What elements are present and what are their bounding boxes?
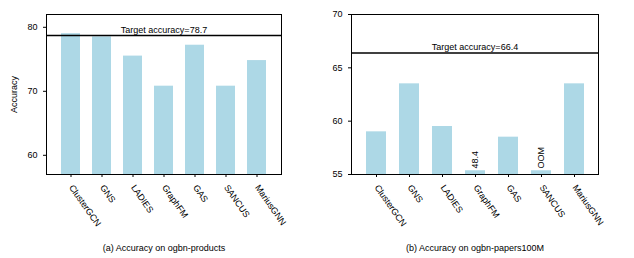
svg-text:48.4: 48.4 xyxy=(470,151,480,169)
svg-text:GNS: GNS xyxy=(406,183,425,205)
svg-text:60: 60 xyxy=(332,116,342,126)
svg-text:ClusterGCN: ClusterGCN xyxy=(373,183,409,228)
svg-text:GAS: GAS xyxy=(191,183,210,204)
svg-text:GNS: GNS xyxy=(98,183,117,205)
svg-text:Accuracy: Accuracy xyxy=(9,75,19,113)
svg-text:MariusGNN: MariusGNN xyxy=(571,183,606,227)
svg-text:Target accuracy=78.7: Target accuracy=78.7 xyxy=(121,25,207,35)
svg-text:ClusterGCN: ClusterGCN xyxy=(67,183,103,228)
svg-text:LADIES: LADIES xyxy=(129,183,156,215)
svg-text:SANCUS: SANCUS xyxy=(538,183,568,219)
svg-text:GraphFM: GraphFM xyxy=(160,183,190,220)
svg-text:55: 55 xyxy=(332,169,342,179)
svg-text:GraphFM: GraphFM xyxy=(472,183,502,220)
svg-text:OOM: OOM xyxy=(536,147,546,169)
svg-text:Target accuracy=66.4: Target accuracy=66.4 xyxy=(432,42,518,52)
svg-text:MariusGNN: MariusGNN xyxy=(253,183,288,227)
svg-text:(a) Accuracy on ogbn-products: (a) Accuracy on ogbn-products xyxy=(103,243,226,253)
svg-text:60: 60 xyxy=(27,150,37,160)
svg-text:70: 70 xyxy=(27,86,37,96)
svg-text:80: 80 xyxy=(27,22,37,32)
svg-text:65: 65 xyxy=(332,63,342,73)
svg-text:GAS: GAS xyxy=(505,183,524,204)
svg-text:SANCUS: SANCUS xyxy=(222,183,252,219)
svg-text:(b) Accuracy on ogbn-papers100: (b) Accuracy on ogbn-papers100M xyxy=(406,243,544,253)
svg-text:LADIES: LADIES xyxy=(439,183,466,215)
svg-text:70: 70 xyxy=(332,9,342,19)
